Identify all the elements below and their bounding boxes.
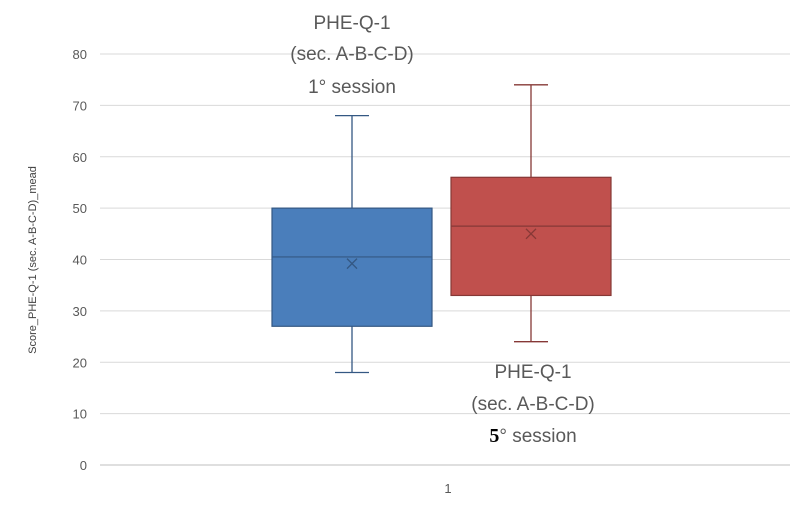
y-tick-label-40: 40 (73, 253, 87, 268)
boxes (271, 84, 612, 374)
y-tick-label-10: 10 (73, 407, 87, 422)
annotation-1-line-1: PHE-Q-1 (313, 13, 390, 34)
x-axis: 1 (100, 464, 790, 496)
y-tick-label-60: 60 (73, 150, 87, 165)
box-series-2 (450, 84, 612, 343)
annotation-session-1: PHE-Q-1 (sec. A-B-C-D) 1° session (290, 13, 414, 98)
annotation-2-line-2: (sec. A-B-C-D) (471, 394, 595, 415)
gridlines (100, 53, 790, 466)
box (271, 207, 433, 327)
annotation-2-session-number: 5 (489, 425, 499, 447)
x-tick-label: 1 (444, 481, 451, 496)
y-axis-ticks: 0 10 20 30 40 50 60 70 80 (73, 47, 87, 473)
y-tick-label-50: 50 (73, 201, 87, 216)
box-series-1 (271, 115, 433, 374)
annotation-1-line-3: 1° session (308, 77, 396, 98)
y-tick-label-70: 70 (73, 98, 87, 113)
annotation-2-line-3: 5° session (489, 425, 576, 447)
y-tick-label-80: 80 (73, 47, 87, 62)
annotation-1-line-2: (sec. A-B-C-D) (290, 44, 414, 65)
box (450, 176, 612, 297)
y-tick-label-20: 20 (73, 355, 87, 370)
y-axis-label: Score_PHE-Q-1 (sec. A-B-C-D)_mead (27, 166, 39, 354)
annotation-2-session-suffix: ° session (499, 426, 576, 447)
annotation-session-5: PHE-Q-1 (sec. A-B-C-D) 5° session (471, 362, 595, 447)
mean-marker (346, 258, 358, 270)
y-tick-label-0: 0 (80, 458, 87, 473)
mean-marker (525, 228, 537, 240)
annotation-2-line-1: PHE-Q-1 (494, 362, 571, 383)
y-tick-label-30: 30 (73, 304, 87, 319)
